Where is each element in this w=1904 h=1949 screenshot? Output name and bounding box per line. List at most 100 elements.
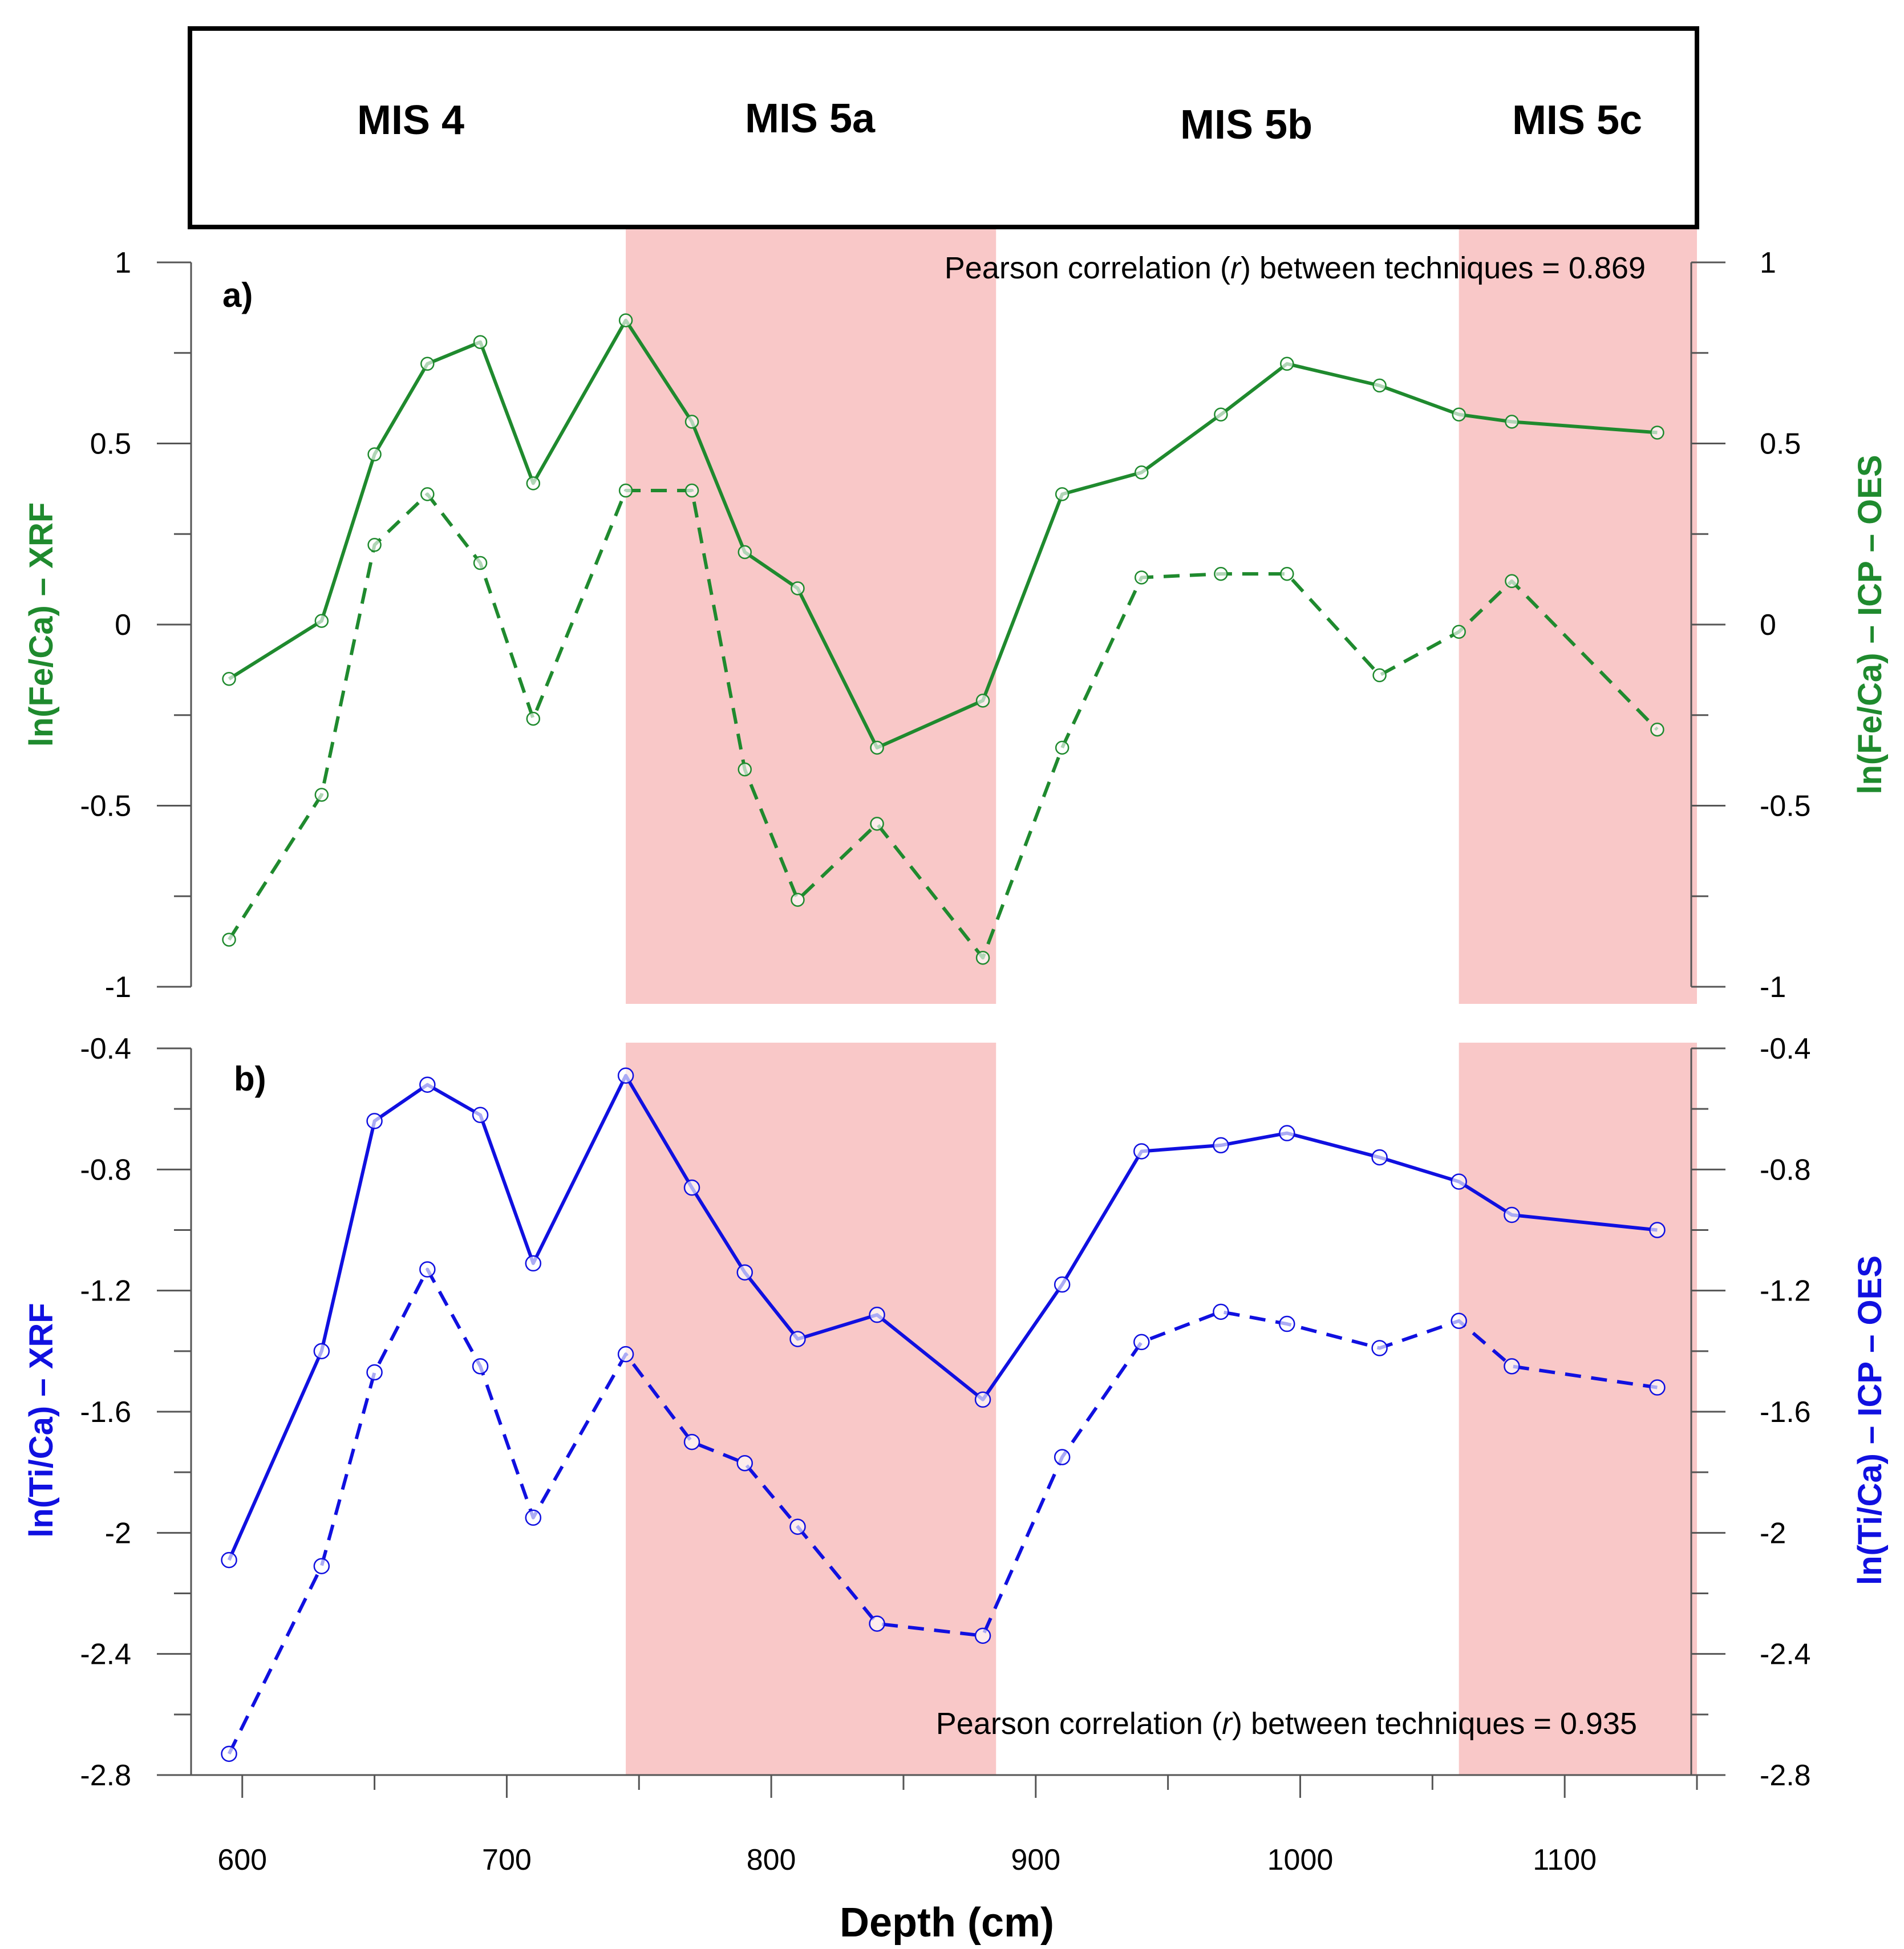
data-point bbox=[1214, 407, 1228, 422]
panel-label-a: a) bbox=[222, 276, 253, 314]
data-point bbox=[1650, 722, 1664, 737]
data-point bbox=[525, 1509, 542, 1526]
stage-label-mis4: MIS 4 bbox=[357, 98, 464, 143]
data-point bbox=[789, 1331, 806, 1347]
y-tick-label-left: -0.8 bbox=[80, 1153, 131, 1186]
series-line-fe-xrf bbox=[228, 318, 1658, 749]
data-point bbox=[1279, 1125, 1295, 1141]
data-point bbox=[366, 1364, 383, 1381]
y-tick-label-left: 0.5 bbox=[90, 428, 131, 461]
data-point bbox=[221, 1551, 237, 1569]
data-point bbox=[314, 788, 329, 802]
data-point bbox=[1213, 1137, 1229, 1154]
series-line-ti-xrf bbox=[227, 1073, 1658, 1561]
data-point bbox=[870, 740, 884, 755]
data-point bbox=[684, 483, 699, 498]
data-point bbox=[1505, 574, 1519, 589]
x-tick-label: 1000 bbox=[1267, 1843, 1334, 1877]
data-point bbox=[222, 933, 236, 947]
data-point bbox=[1371, 1149, 1388, 1166]
correlation-text-a: Pearson correlation (r) between techniqu… bbox=[945, 251, 1646, 285]
x-tick-label: 900 bbox=[1011, 1843, 1060, 1877]
data-point bbox=[618, 313, 633, 327]
panel-label-b: b) bbox=[234, 1060, 266, 1098]
y-tick-label-right: -0.4 bbox=[1760, 1032, 1811, 1065]
data-point bbox=[1055, 740, 1070, 755]
data-point bbox=[1649, 1379, 1666, 1396]
shaded-interval-b-0 bbox=[626, 1043, 996, 1775]
data-point bbox=[313, 1343, 330, 1360]
data-point bbox=[1452, 625, 1466, 639]
data-point bbox=[1372, 668, 1387, 683]
shaded-interval-b-1 bbox=[1459, 1043, 1697, 1775]
data-point bbox=[526, 711, 541, 726]
y-tick-label-right: 0 bbox=[1760, 609, 1776, 642]
data-point bbox=[221, 1745, 237, 1762]
data-point bbox=[1133, 1143, 1150, 1160]
y-tick-label-left: -0.4 bbox=[80, 1032, 131, 1065]
data-point bbox=[736, 1454, 753, 1472]
stage-label-mis5a: MIS 5a bbox=[745, 96, 876, 141]
y-tick-label-right: -2.4 bbox=[1760, 1638, 1811, 1671]
data-point bbox=[525, 1255, 542, 1272]
data-point bbox=[473, 335, 488, 349]
data-point bbox=[1279, 1315, 1295, 1332]
data-point bbox=[222, 672, 236, 686]
data-point bbox=[314, 614, 329, 628]
data-point bbox=[473, 556, 488, 570]
y-tick-label-right: -1.6 bbox=[1760, 1396, 1811, 1429]
y-tick-label-right: 1 bbox=[1760, 246, 1776, 279]
data-point bbox=[1371, 1340, 1388, 1356]
data-point bbox=[526, 476, 541, 491]
stage-label-mis5b: MIS 5b bbox=[1180, 102, 1312, 148]
data-point bbox=[420, 487, 435, 501]
y-axis-label-ti-icp: ln(Ti/Ca) – ICP – OES bbox=[1852, 1255, 1889, 1585]
stage-box bbox=[188, 26, 1699, 229]
data-point bbox=[1504, 1206, 1520, 1223]
series-line-ti-icp bbox=[227, 1267, 1658, 1755]
data-point bbox=[791, 893, 805, 907]
axes: 1 1 0.5 0.5 0 0 -0.5 -0.5 -1 -1 -0.4 -0.4 -0.8 -0.8 -1… bbox=[80, 246, 1810, 1877]
data-point bbox=[1650, 426, 1664, 440]
data-point bbox=[869, 1615, 885, 1632]
data-point bbox=[975, 694, 990, 708]
data-point bbox=[1055, 487, 1070, 501]
y-tick-label-right: -1.2 bbox=[1760, 1275, 1811, 1308]
x-tick-label: 700 bbox=[482, 1843, 532, 1877]
data-point bbox=[869, 1306, 885, 1323]
y-tick-label-left: -2 bbox=[105, 1517, 131, 1550]
data-point bbox=[1372, 378, 1387, 393]
data-point bbox=[789, 1518, 806, 1535]
x-tick-label: 800 bbox=[747, 1843, 796, 1877]
data-point bbox=[367, 447, 382, 461]
data-point bbox=[1280, 566, 1294, 581]
data-point bbox=[419, 1261, 436, 1278]
data-point bbox=[791, 581, 805, 595]
data-point bbox=[1451, 1312, 1467, 1329]
data-point bbox=[617, 1067, 634, 1084]
data-point bbox=[1135, 465, 1149, 480]
shaded-intervals bbox=[626, 227, 1697, 1775]
data-point bbox=[736, 1264, 753, 1281]
data-point bbox=[974, 1391, 991, 1408]
data-point bbox=[1133, 1334, 1150, 1351]
y-axis-label-ti-xrf: ln(Ti/Ca) – XRF bbox=[23, 1303, 60, 1537]
data-point bbox=[684, 415, 699, 429]
correlation-text-b: Pearson correlation (r) between techniqu… bbox=[936, 1707, 1637, 1741]
data-point bbox=[683, 1433, 700, 1450]
data-point bbox=[1135, 570, 1149, 585]
data-point bbox=[1649, 1222, 1666, 1238]
data-point bbox=[974, 1627, 991, 1644]
x-axis-label: Depth (cm) bbox=[840, 1900, 1054, 1946]
data-point bbox=[472, 1107, 489, 1124]
y-tick-label-left: -0.5 bbox=[80, 790, 131, 823]
y-tick-label-left: 0 bbox=[115, 609, 131, 642]
y-axis-label-fe-xrf: ln(Fe/Ca) – XRF bbox=[23, 503, 60, 747]
y-tick-label-left: -2.8 bbox=[80, 1759, 131, 1792]
y-tick-label-left: -1.6 bbox=[80, 1396, 131, 1429]
data-point bbox=[1504, 1358, 1520, 1375]
data-point bbox=[1505, 415, 1519, 429]
y-tick-label-left: 1 bbox=[115, 246, 131, 279]
data-point bbox=[1452, 407, 1466, 422]
